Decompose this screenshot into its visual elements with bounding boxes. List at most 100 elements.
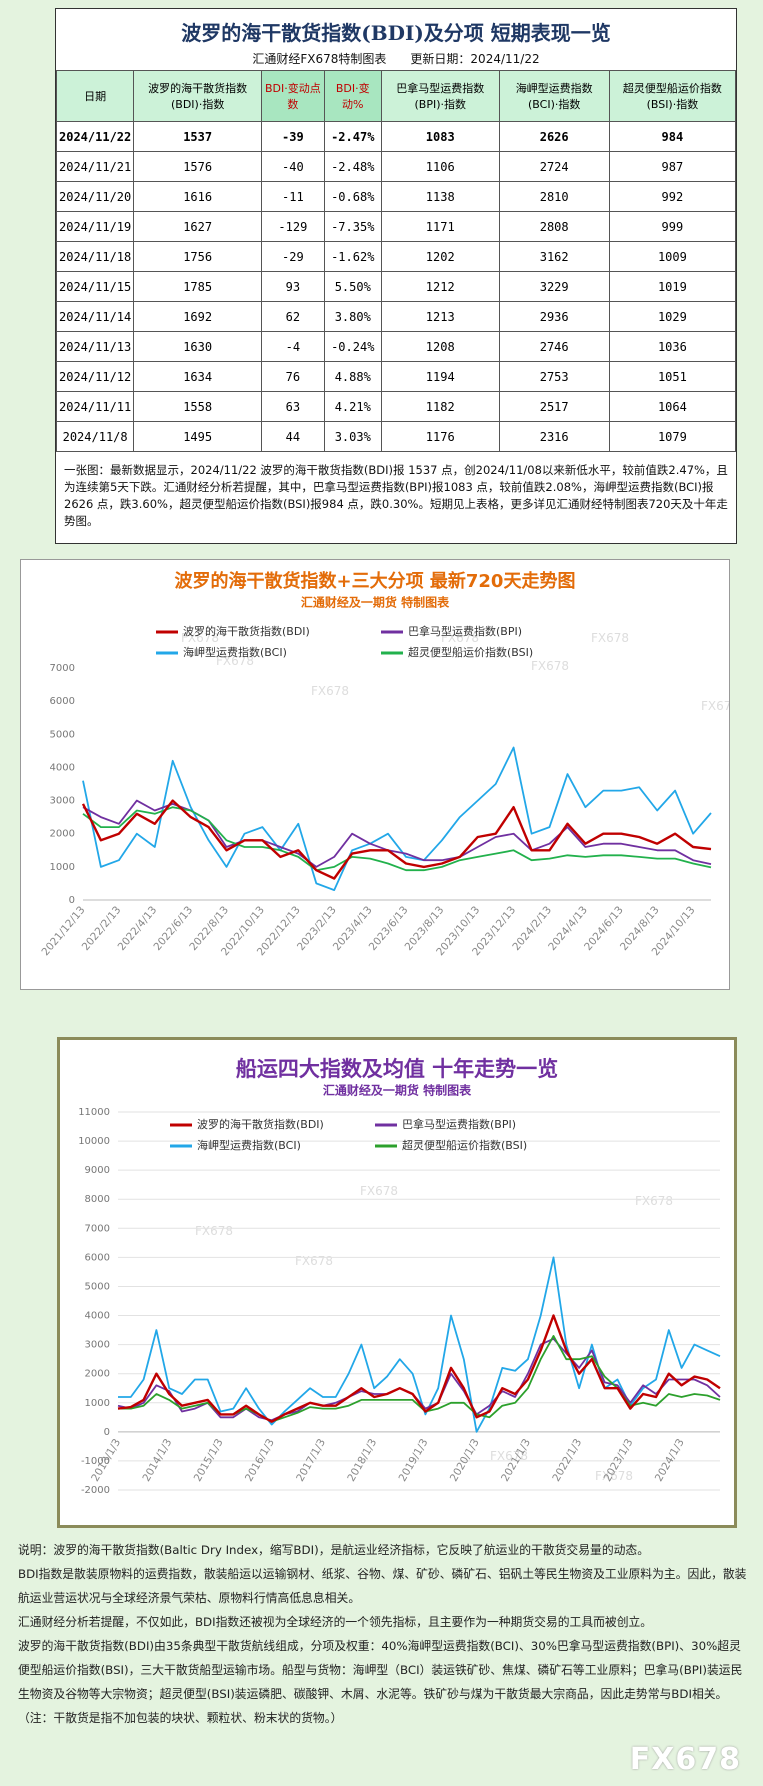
legend-label: 波罗的海干散货指数(BDI) bbox=[183, 624, 310, 638]
table-cell: 2024/11/13 bbox=[55, 331, 135, 362]
table-row: 2024/11/8 1495 44 3.03% 1176 2316 1079 bbox=[55, 421, 737, 452]
table-cell: 1576 bbox=[133, 151, 263, 182]
table-cell: 1213 bbox=[380, 301, 500, 332]
watermark: FX678 bbox=[595, 1469, 633, 1483]
watermark: FX678 bbox=[441, 631, 479, 645]
table-cell: 2024/11/22 bbox=[55, 121, 135, 152]
table-cell: 2810 bbox=[498, 181, 610, 212]
watermark: FX678 bbox=[195, 1224, 233, 1238]
table-cell: 1756 bbox=[133, 241, 263, 272]
table-cell: 1627 bbox=[133, 211, 263, 242]
legend-label: 巴拿马型运费指数(BPI) bbox=[408, 624, 522, 638]
table-cell: 2024/11/20 bbox=[55, 181, 135, 212]
table-cell: 1194 bbox=[380, 361, 500, 392]
watermark: FX678 bbox=[360, 1184, 398, 1198]
y-tick-label: 2000 bbox=[50, 829, 75, 840]
table-cell: 1171 bbox=[380, 211, 500, 242]
table-cell: 76 bbox=[261, 361, 325, 392]
table-row: 2024/11/11 1558 63 4.21% 1182 2517 1064 bbox=[55, 391, 737, 422]
chart-title: 船运四大指数及均值 十年走势一览 bbox=[236, 1057, 558, 1081]
y-tick-label: 4000 bbox=[50, 762, 75, 773]
table-row: 2024/11/18 1756 -29 -1.62% 1202 3162 1009 bbox=[55, 241, 737, 272]
table-cell: 1212 bbox=[380, 271, 500, 302]
chart-subtitle: 汇通财经及一期货 特制图表 bbox=[301, 595, 450, 610]
note-paragraph: BDI指数是散装原物料的运费指数，散装船运以运输钢材、纸浆、谷物、煤、矿砂、磷矿… bbox=[18, 1567, 747, 1605]
y-tick-label: 5000 bbox=[50, 729, 75, 740]
table-cell: 2024/11/12 bbox=[55, 361, 135, 392]
series-line bbox=[117, 1314, 721, 1423]
y-tick-label: -1000 bbox=[81, 1456, 110, 1467]
watermark: FX678 bbox=[635, 1194, 673, 1208]
x-tick-label: 2016/1/3 bbox=[243, 1437, 277, 1484]
table-cell: -40 bbox=[261, 151, 325, 182]
table-cell: 2024/11/11 bbox=[55, 391, 135, 422]
table-cell: 1202 bbox=[380, 241, 500, 272]
table-cell: 2626 bbox=[498, 121, 610, 152]
table-cell: 1019 bbox=[608, 271, 737, 302]
table-cell: 2024/11/8 bbox=[55, 421, 135, 452]
legend-label: 巴拿马型运费指数(BPI) bbox=[402, 1117, 516, 1131]
table-cell: 1616 bbox=[133, 181, 263, 212]
table-cell: 1138 bbox=[380, 181, 500, 212]
table-cell: 1558 bbox=[133, 391, 263, 422]
table-cell: 4.88% bbox=[323, 361, 382, 392]
y-tick-label: 7000 bbox=[50, 663, 75, 674]
column-header: BDI·变动% bbox=[323, 70, 382, 122]
table-cell: 3162 bbox=[498, 241, 610, 272]
table-row: 2024/11/13 1630 -4 -0.24% 1208 2746 1036 bbox=[55, 331, 737, 362]
table-cell: -2.47% bbox=[323, 121, 382, 152]
table-cell: 1009 bbox=[608, 241, 737, 272]
table-cell: 2024/11/14 bbox=[55, 301, 135, 332]
table-cell: 1079 bbox=[608, 421, 737, 452]
table-cell: 2024/11/21 bbox=[55, 151, 135, 182]
table-cell: 984 bbox=[608, 121, 737, 152]
table-cell: 2024/11/19 bbox=[55, 211, 135, 242]
table-cell: -2.48% bbox=[323, 151, 382, 182]
x-tick-label: 2022/1/3 bbox=[550, 1437, 584, 1484]
y-tick-label: 0 bbox=[104, 1427, 110, 1438]
legend-label: 超灵便型船运价指数(BSI) bbox=[402, 1138, 527, 1152]
watermark: FX678 bbox=[490, 1449, 528, 1463]
y-tick-label: 3000 bbox=[85, 1340, 110, 1351]
watermark: FX678 bbox=[591, 631, 629, 645]
y-tick-label: 0 bbox=[69, 895, 75, 906]
y-tick-label: 11000 bbox=[78, 1107, 110, 1118]
table-cell: -11 bbox=[261, 181, 325, 212]
x-tick-label: 2018/1/3 bbox=[345, 1437, 379, 1484]
table-cell: -1.62% bbox=[323, 241, 382, 272]
series-line bbox=[82, 746, 712, 891]
table-cell: 1083 bbox=[380, 121, 500, 152]
table-cell: 1785 bbox=[133, 271, 263, 302]
table-cell: -129 bbox=[261, 211, 325, 242]
table-cell: 2316 bbox=[498, 421, 610, 452]
x-tick-label: 2015/1/3 bbox=[192, 1437, 226, 1484]
table-row: 2024/11/14 1692 62 3.80% 1213 2936 1029 bbox=[55, 301, 737, 332]
y-tick-label: 6000 bbox=[50, 696, 75, 707]
watermark: FX678 bbox=[531, 659, 569, 673]
y-tick-label: -2000 bbox=[81, 1485, 110, 1496]
table-cell: 1634 bbox=[133, 361, 263, 392]
column-header: 波罗的海干散货指数(BDI)·指数 bbox=[133, 70, 263, 122]
table-cell: 2808 bbox=[498, 211, 610, 242]
table-cell: 1182 bbox=[380, 391, 500, 422]
table-row: 2024/11/20 1616 -11 -0.68% 1138 2810 992 bbox=[55, 181, 737, 212]
table-cell: 63 bbox=[261, 391, 325, 422]
y-tick-label: 8000 bbox=[85, 1194, 110, 1205]
table-row: 2024/11/12 1634 76 4.88% 1194 2753 1051 bbox=[55, 361, 737, 392]
table-cell: -7.35% bbox=[323, 211, 382, 242]
table-cell: 5.50% bbox=[323, 271, 382, 302]
column-header: 日期 bbox=[55, 70, 135, 122]
y-tick-label: 5000 bbox=[85, 1281, 110, 1292]
table-cell: 2724 bbox=[498, 151, 610, 182]
legend-label: 海岬型运费指数(BCI) bbox=[197, 1138, 301, 1152]
series-line bbox=[118, 1256, 721, 1433]
y-tick-label: 4000 bbox=[85, 1311, 110, 1322]
series-line bbox=[82, 806, 712, 872]
table-cell: 2746 bbox=[498, 331, 610, 362]
table-row: 2024/11/15 1785 93 5.50% 1212 3229 1019 bbox=[55, 271, 737, 302]
series-line bbox=[81, 799, 712, 880]
table-cell: 1208 bbox=[380, 331, 500, 362]
table-cell: -4 bbox=[261, 331, 325, 362]
legend-label: 超灵便型船运价指数(BSI) bbox=[408, 645, 533, 659]
